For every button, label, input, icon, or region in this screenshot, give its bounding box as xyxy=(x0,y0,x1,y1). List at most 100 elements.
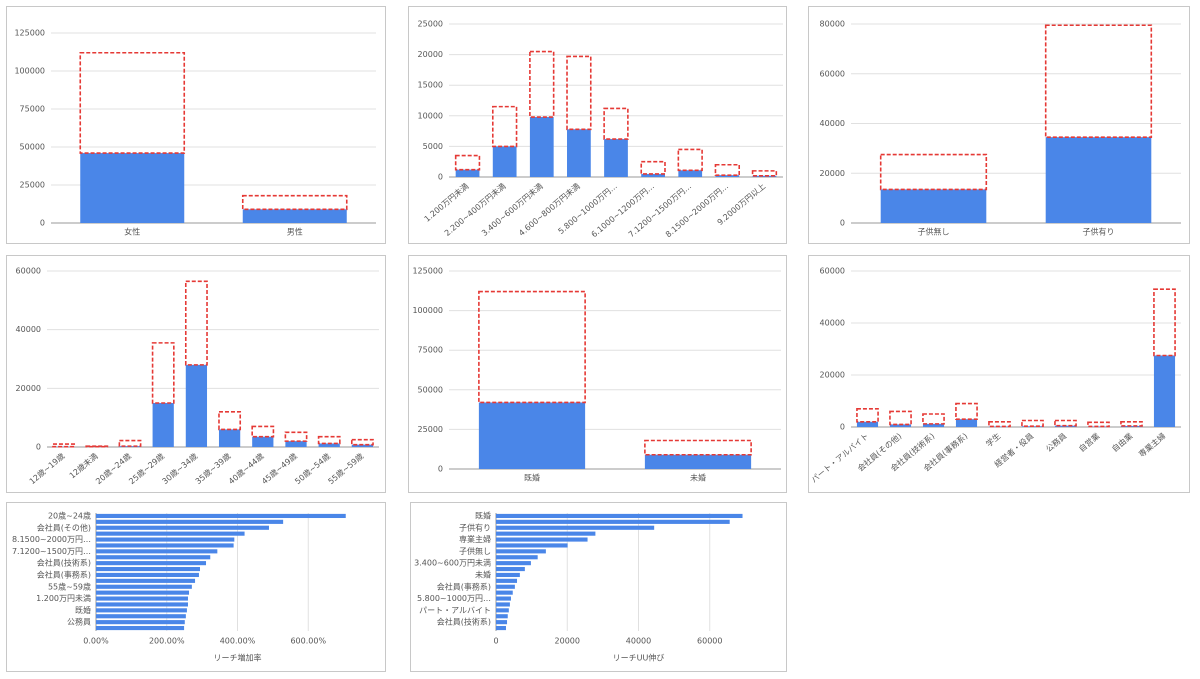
bar-segment xyxy=(988,421,1011,428)
x-tick-label: 50歳~54歳 xyxy=(293,451,332,486)
bar-segment xyxy=(285,441,307,447)
y-tick-label: 3.400~600万円未満 xyxy=(414,558,491,568)
bar-segment xyxy=(955,402,978,421)
bar-segment xyxy=(889,410,912,426)
y-tick-label: 子供無し xyxy=(459,546,491,556)
bar xyxy=(96,590,190,595)
bar-segment xyxy=(1153,288,1176,357)
y-tick-label: 7.1200~1500万円… xyxy=(12,547,91,556)
y-tick-label: 0 xyxy=(36,443,41,452)
bar-segment xyxy=(889,424,912,427)
y-tick-label: 20000 xyxy=(820,371,845,380)
y-tick-label: 20000 xyxy=(418,50,443,59)
x-tick-label: 40000 xyxy=(626,637,651,646)
bar xyxy=(496,566,525,572)
y-tick-label: 0 xyxy=(40,219,45,228)
x-tick-label: 学生 xyxy=(984,431,1003,449)
bar-segment xyxy=(251,425,275,438)
bar-segment xyxy=(856,408,879,423)
x-tick-label: 既婚 xyxy=(524,473,540,483)
x-tick-label: 6.1000~1200万円… xyxy=(590,182,656,240)
y-tick-label: 専業主婦 xyxy=(459,534,491,544)
x-tick-label: 12歳未満 xyxy=(67,451,100,481)
bar xyxy=(496,584,515,589)
bar-segment xyxy=(478,290,586,404)
bar xyxy=(96,566,201,572)
y-tick-label: 子供有り xyxy=(459,522,491,532)
bar-segment xyxy=(751,170,778,177)
x-tick-label: 女性 xyxy=(124,227,140,237)
bar xyxy=(496,578,518,583)
bar-segment xyxy=(350,438,374,446)
x-axis-label: リーチ増加率 xyxy=(214,653,262,663)
chart-panel: 0 20000 40000 60000 80000 子供無し 子供有り xyxy=(808,6,1190,244)
bar-segment xyxy=(567,129,591,177)
bar xyxy=(496,596,511,601)
x-tick-label: 12歳~19歳 xyxy=(27,451,66,486)
bar xyxy=(96,625,185,631)
bar-segment xyxy=(644,454,752,469)
y-tick-label: 80000 xyxy=(820,20,845,29)
bar xyxy=(96,602,188,607)
bar xyxy=(496,602,510,607)
x-tick-label: 7.1200~1500万円… xyxy=(627,182,693,240)
y-tick-label: 40000 xyxy=(820,119,845,128)
bar-segment xyxy=(644,439,752,456)
bar xyxy=(496,561,531,566)
bar-segment xyxy=(1087,426,1110,427)
x-tick-label: 200.00% xyxy=(149,637,185,646)
bar-segment xyxy=(604,139,628,177)
y-tick-label: 60000 xyxy=(820,69,845,78)
bar-segment xyxy=(1054,419,1077,427)
y-tick-label: 既婚 xyxy=(75,605,91,615)
x-tick-label: 25歳~29歳 xyxy=(127,451,166,486)
bar-segment xyxy=(922,423,945,427)
bar-segment xyxy=(79,51,186,154)
bar-segment xyxy=(714,163,741,176)
y-tick-label: 5000 xyxy=(423,142,443,151)
bar-segment xyxy=(922,413,945,425)
bar-segment xyxy=(529,50,555,118)
bar-segment xyxy=(1045,137,1152,223)
bar-segment xyxy=(52,443,76,448)
bar xyxy=(496,555,538,560)
y-tick-label: パート・アルバイト xyxy=(419,606,491,615)
chart-panel: 0200004000060000パート・アルバイト会社員(その他)会社員(技術系… xyxy=(808,255,1190,493)
bar xyxy=(96,537,235,542)
bar-segment xyxy=(284,431,308,442)
bar-segment xyxy=(603,107,629,140)
y-tick-label: 20歳~24歳 xyxy=(48,510,91,520)
bar-segment xyxy=(715,175,740,177)
y-tick-label: 会社員(事務系) xyxy=(437,581,491,591)
x-tick-label: 35歳~39歳 xyxy=(193,451,232,486)
bar-segment xyxy=(152,403,174,447)
chart-panel: 05000100001500020000250001.200万円未満2.200~… xyxy=(408,6,787,244)
x-tick-label: 45歳~49歳 xyxy=(259,451,298,486)
y-tick-label: 会社員(事務系) xyxy=(37,569,91,579)
y-tick-label: 40000 xyxy=(820,319,845,328)
x-tick-label: 男性 xyxy=(287,227,303,237)
bar-segment xyxy=(677,148,703,172)
bar-segment xyxy=(351,444,374,447)
y-tick-label: 75000 xyxy=(418,346,443,355)
y-tick-label: 15000 xyxy=(418,81,443,90)
bar xyxy=(496,614,508,619)
bar-segment xyxy=(218,429,241,447)
bar-segment xyxy=(752,175,777,177)
x-tick-label: 子供有り xyxy=(1083,227,1115,237)
y-tick-label: 0 xyxy=(840,219,845,228)
bar xyxy=(96,549,218,554)
bar xyxy=(496,620,508,625)
bar-segment xyxy=(678,170,703,177)
x-tick-label: 自営業 xyxy=(1077,431,1102,454)
bar xyxy=(96,578,196,583)
y-tick-label: 1.200万円未満 xyxy=(36,593,91,603)
bar-segment xyxy=(1021,419,1044,428)
bar xyxy=(496,543,568,548)
x-tick-label: 未婚 xyxy=(690,473,706,483)
bar xyxy=(96,614,186,619)
bar-segment xyxy=(80,153,185,223)
bar-segment xyxy=(955,419,978,427)
